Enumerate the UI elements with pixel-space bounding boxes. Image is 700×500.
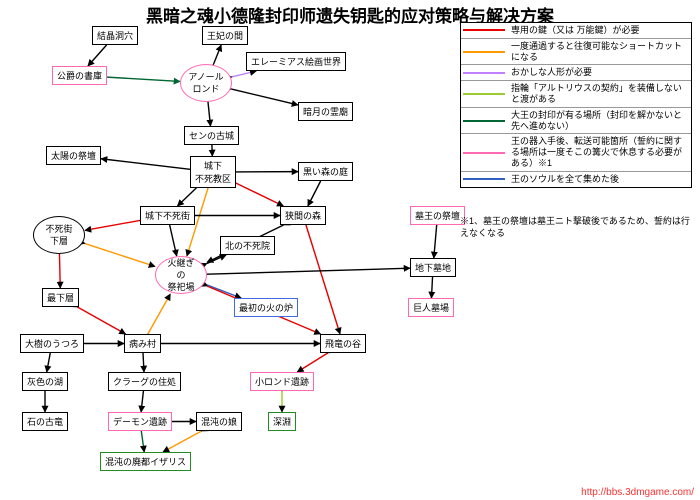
legend-row: 指輪「アルトリウスの契約」を装備しないと渡がある: [461, 81, 691, 108]
legend-footnote: ※1、墓王の祭壇は墓王ニト撃破後であるため、誓約は行えなくなる: [460, 216, 692, 239]
edge-yamimura-hitsu: [148, 294, 170, 334]
edge-kuraagu-demon: [141, 391, 143, 412]
legend-text: 大王の封印が有る場所（封印を解かないと先へ進めない）: [511, 110, 689, 132]
legend-line-icon: [463, 29, 505, 31]
node-angetsu: 暗月の霊廟: [298, 102, 353, 121]
legend-text: 一度通過すると往復可能なショートカットになる: [511, 41, 689, 63]
legend-text: 専用の鍵（又は 万能鍵）が必要: [511, 25, 689, 36]
node-eremias: エレーミアス絵画世界: [246, 52, 346, 71]
node-anor: アノールロンド: [180, 64, 232, 102]
node-haiiro: 灰色の湖: [22, 372, 68, 391]
legend-row: 大王の封印が有る場所（封印を解かないと先へ進めない）: [461, 108, 691, 135]
legend-line-icon: [463, 72, 505, 74]
legend-row: 王の器入手後、転送可能箇所（誓約に関する場所は一度そこの篝火で休息する必要がある…: [461, 134, 691, 171]
edge-hazama-hiryuu: [306, 225, 340, 334]
footer-link: http://bbs.3dmgame.com/: [581, 487, 694, 498]
edge-hitsu-chika: [207, 268, 410, 274]
node-kesshou: 結晶洞穴: [92, 26, 138, 45]
edge-hiryuu-shorondo: [297, 353, 328, 372]
edge-anor-eremias: [232, 71, 256, 77]
node-shosho: 公爵の書庫: [52, 66, 107, 85]
node-shorondo: 小ロンド遺跡: [250, 372, 314, 391]
node-taiyo: 太陽の祭壇: [46, 146, 101, 165]
edge-boou-chika: [434, 225, 437, 258]
legend-text: 王の器入手後、転送可能箇所（誓約に関する場所は一度そこの篝火で休息する必要がある…: [511, 136, 689, 168]
edge-kesshou-shosho: [88, 45, 107, 66]
node-kuroimori: 黒い森の庭: [298, 162, 353, 181]
node-ishi: 石の古竜: [22, 412, 68, 431]
edge-fushigai-saikaso: [59, 254, 60, 288]
legend-box: 専用の鍵（又は 万能鍵）が必要一度通過すると往復可能なショートカットになるおかし…: [460, 22, 692, 188]
legend-row: 一度通過すると往復可能なショートカットになる: [461, 39, 691, 66]
node-hitsu: 火継ぎの祭祀場: [155, 256, 207, 294]
node-kuraagu: クラーグの住処: [108, 372, 181, 391]
edge-jouka-fushigai: [85, 220, 140, 230]
legend-line-icon: [463, 51, 505, 53]
node-shinen: 深淵: [268, 412, 296, 431]
node-saikaso: 最下層: [42, 288, 79, 307]
node-sen: センの古城: [184, 126, 239, 145]
node-ouhi: 王妃の間: [202, 26, 248, 45]
legend-line-icon: [463, 152, 505, 154]
node-hazama: 狭間の森: [280, 206, 326, 225]
edge-konton-izaris: [163, 431, 202, 452]
edge-joukafushi-hazama: [236, 183, 283, 206]
node-joukafushi: 城下不死教区: [190, 156, 236, 188]
legend-line-icon: [463, 178, 505, 180]
legend-line-icon: [463, 93, 505, 95]
legend-text: おかしな人形が必要: [511, 67, 689, 78]
node-fushigai: 不死街下層: [33, 216, 85, 254]
edge-anor-angetsu: [232, 89, 298, 105]
edge-saikaso-yamimura: [77, 307, 125, 334]
node-oju: 大樹のうつろ: [20, 334, 84, 353]
edge-yamimura-kuraagu: [143, 353, 144, 372]
node-yamimura: 病み村: [124, 334, 161, 353]
node-konton: 混沌の娘: [196, 412, 242, 431]
node-jouka: 城下不死街: [140, 206, 195, 225]
legend-row: 専用の鍵（又は 万能鍵）が必要: [461, 23, 691, 39]
edge-chika-kyojin: [431, 277, 432, 298]
node-kyojin: 巨人墓場: [408, 298, 454, 317]
edge-kuroimori-hazama: [308, 181, 321, 206]
edge-oju-haiiro: [47, 353, 51, 372]
edge-anor-ouhi: [214, 45, 222, 64]
edge-anor-sen: [208, 102, 211, 126]
node-hiryuu: 飛竜の谷: [320, 334, 366, 353]
edge-shosho-anor: [107, 77, 180, 81]
edge-hitsu-saisho: [207, 285, 241, 298]
node-demon: デーモン遺跡: [108, 412, 172, 431]
edge-fushigai-hitsu: [85, 244, 155, 267]
legend-row: おかしな人形が必要: [461, 65, 691, 81]
node-saisho: 最初の火の炉: [234, 298, 298, 317]
legend-line-icon: [463, 120, 505, 122]
edge-joukafushi-jouka: [177, 188, 196, 206]
edge-jouka-hitsu: [170, 225, 177, 256]
node-boou: 墓王の祭壇: [410, 206, 465, 225]
node-chika: 地下墓地: [410, 258, 456, 277]
edge-demon-izaris: [141, 431, 144, 452]
legend-text: 王のソウルを全て集めた後: [511, 174, 689, 185]
node-kitano: 北の不死院: [220, 236, 275, 255]
edge-joukafushi-taiyo: [101, 159, 190, 170]
node-izaris: 混沌の廃都イザリス: [100, 452, 191, 471]
edge-hitsu-kitano: [207, 255, 226, 263]
legend-row: 王のソウルを全て集めた後: [461, 172, 691, 187]
legend-text: 指輪「アルトリウスの契約」を装備しないと渡がある: [511, 83, 689, 105]
